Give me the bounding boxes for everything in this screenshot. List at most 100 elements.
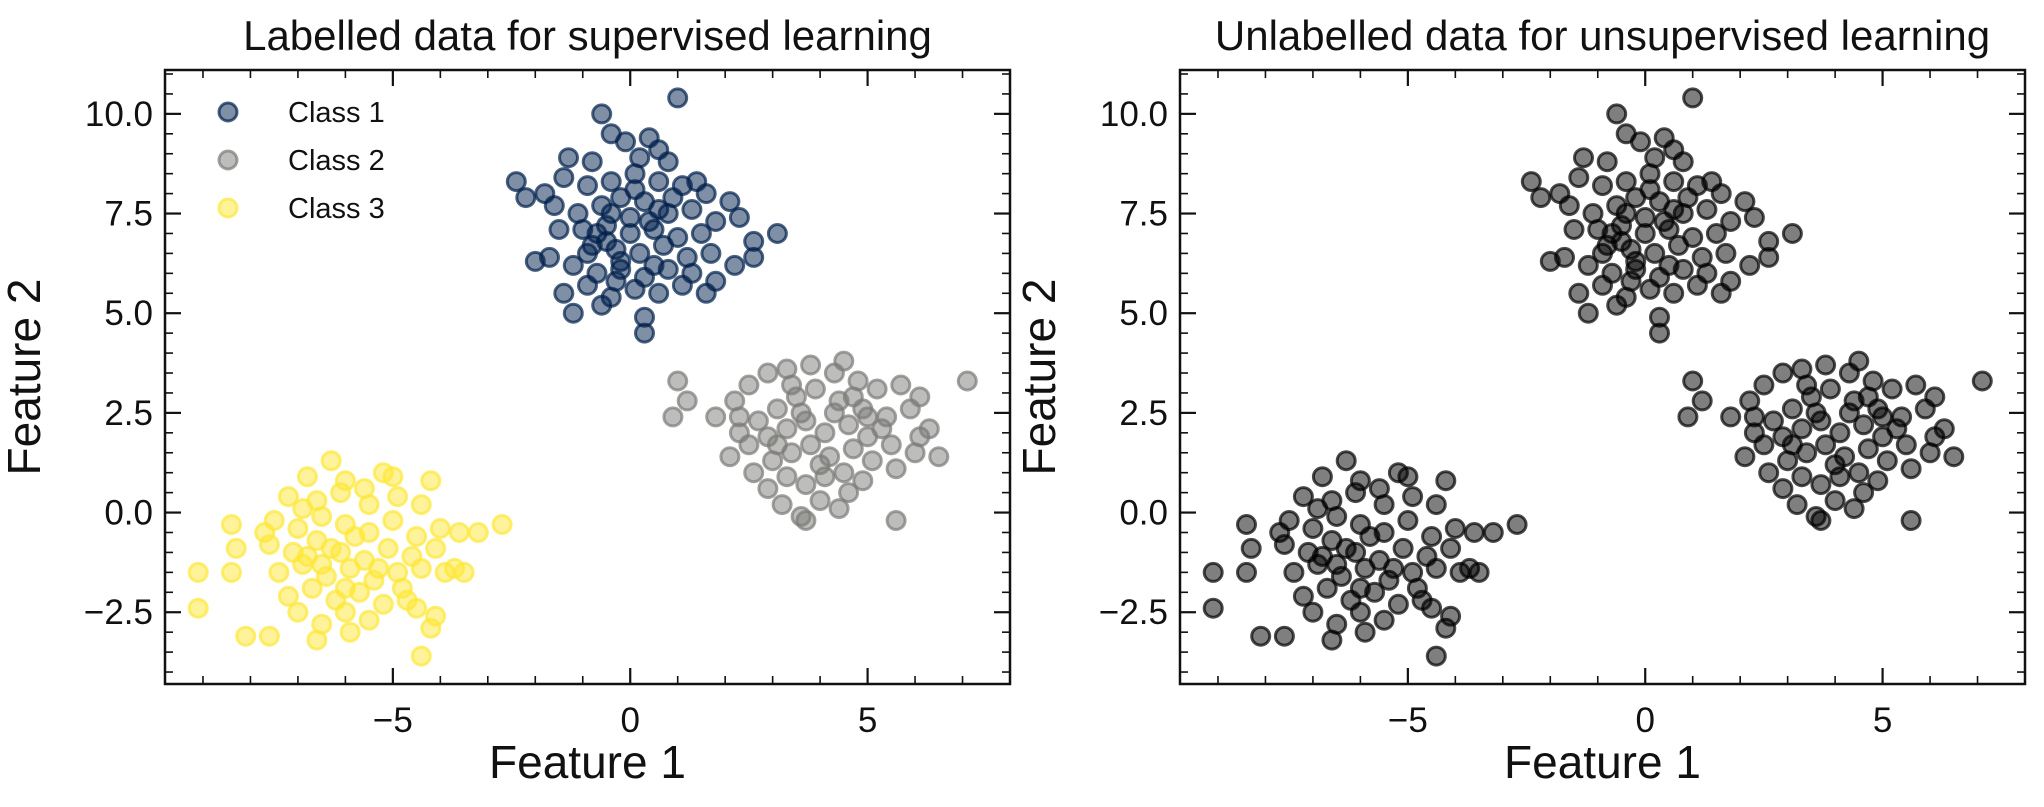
data-point xyxy=(795,474,817,496)
data-point xyxy=(1705,223,1727,244)
data-point xyxy=(648,199,670,220)
data-point xyxy=(719,446,741,468)
data-point xyxy=(615,131,636,153)
data-point xyxy=(577,242,598,264)
data-point xyxy=(1630,131,1651,153)
data-point xyxy=(1311,466,1333,488)
data-point xyxy=(662,187,684,209)
data-point xyxy=(624,278,646,300)
data-point xyxy=(738,374,760,396)
data-point xyxy=(277,585,299,607)
data-point xyxy=(292,498,314,520)
data-point xyxy=(1592,175,1613,197)
data-point xyxy=(814,422,836,444)
data-point xyxy=(1435,617,1457,639)
data-point xyxy=(372,593,394,615)
data-point xyxy=(410,645,432,667)
data-point xyxy=(629,242,651,264)
y-tick-label: 5.0 xyxy=(1119,294,1168,333)
data-point xyxy=(1354,557,1376,579)
data-point xyxy=(1867,470,1889,492)
data-point xyxy=(1924,426,1946,448)
data-point xyxy=(643,254,665,276)
data-point xyxy=(1421,597,1443,619)
data-point xyxy=(1283,561,1305,583)
data-point xyxy=(600,203,622,224)
data-point xyxy=(700,242,722,264)
data-point xyxy=(1791,418,1813,440)
data-point xyxy=(648,282,670,304)
data-point xyxy=(1639,278,1661,300)
data-point xyxy=(833,462,855,484)
data-point xyxy=(1672,151,1694,173)
data-point xyxy=(1273,625,1295,647)
legend-marker xyxy=(217,149,239,171)
data-point xyxy=(842,386,864,408)
data-point xyxy=(1615,171,1637,193)
data-point xyxy=(728,406,750,428)
data-point xyxy=(871,418,893,440)
data-point xyxy=(671,274,693,296)
data-point xyxy=(1345,482,1367,504)
data-point xyxy=(619,207,641,228)
x-tick-label: −5 xyxy=(373,701,413,740)
data-point xyxy=(1558,195,1580,217)
y-tick-label: −2.5 xyxy=(1099,593,1168,632)
data-point xyxy=(296,466,318,488)
data-point xyxy=(320,537,342,559)
data-point xyxy=(1876,450,1898,472)
data-point xyxy=(800,354,822,376)
data-point xyxy=(1615,203,1637,224)
data-point xyxy=(467,522,489,543)
data-point xyxy=(1848,462,1870,484)
data-point xyxy=(866,378,888,400)
legend-label: Class 3 xyxy=(288,193,385,225)
data-point xyxy=(548,219,570,240)
data-point xyxy=(1781,223,1803,244)
data-point xyxy=(1326,553,1348,575)
data-point xyxy=(1668,234,1689,256)
data-point xyxy=(766,398,788,420)
data-point xyxy=(681,199,703,220)
data-point xyxy=(795,510,817,531)
data-point xyxy=(1853,482,1875,504)
data-point xyxy=(1819,378,1841,400)
data-point xyxy=(306,629,328,651)
data-point xyxy=(909,426,931,448)
x-tick-label: 0 xyxy=(620,701,639,740)
data-point xyxy=(1292,585,1314,607)
data-point xyxy=(368,557,390,579)
data-point xyxy=(823,402,845,424)
data-point xyxy=(524,250,546,272)
y-tick-label: 10.0 xyxy=(1100,95,1168,134)
data-point xyxy=(1406,577,1428,599)
data-point xyxy=(667,370,689,392)
data-point xyxy=(1682,370,1704,392)
data-point xyxy=(838,414,860,436)
data-point xyxy=(667,87,689,109)
data-point xyxy=(1734,446,1756,468)
data-point xyxy=(1592,274,1613,296)
data-point xyxy=(1359,526,1381,547)
data-point xyxy=(1482,522,1504,543)
data-point xyxy=(1236,514,1257,535)
data-point xyxy=(605,270,627,292)
data-point xyxy=(1435,470,1457,492)
data-point xyxy=(838,482,860,504)
data-point xyxy=(577,175,598,197)
data-point xyxy=(377,537,399,559)
data-point xyxy=(771,494,793,516)
data-point xyxy=(1440,537,1462,559)
plot-frame xyxy=(163,68,1012,686)
y-tick-label: 7.5 xyxy=(104,195,153,234)
data-point xyxy=(543,195,565,217)
data-point xyxy=(1943,446,1965,468)
y-tick-label: 0.0 xyxy=(1119,494,1168,533)
data-point xyxy=(800,434,822,456)
data-point xyxy=(453,561,475,583)
data-point xyxy=(890,374,912,396)
data-point xyxy=(1677,187,1699,209)
data-point xyxy=(610,250,632,272)
data-point xyxy=(809,490,831,512)
data-point xyxy=(657,151,679,173)
